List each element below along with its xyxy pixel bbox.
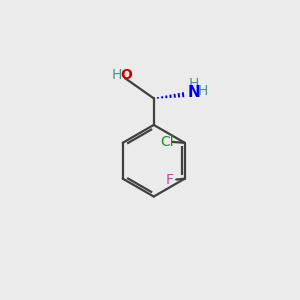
Text: H: H — [188, 77, 199, 91]
Text: F: F — [166, 172, 174, 187]
Text: O: O — [121, 68, 132, 82]
Text: H: H — [112, 68, 122, 82]
Text: H: H — [198, 84, 208, 98]
Text: Cl: Cl — [160, 135, 174, 149]
Text: N: N — [188, 85, 201, 100]
